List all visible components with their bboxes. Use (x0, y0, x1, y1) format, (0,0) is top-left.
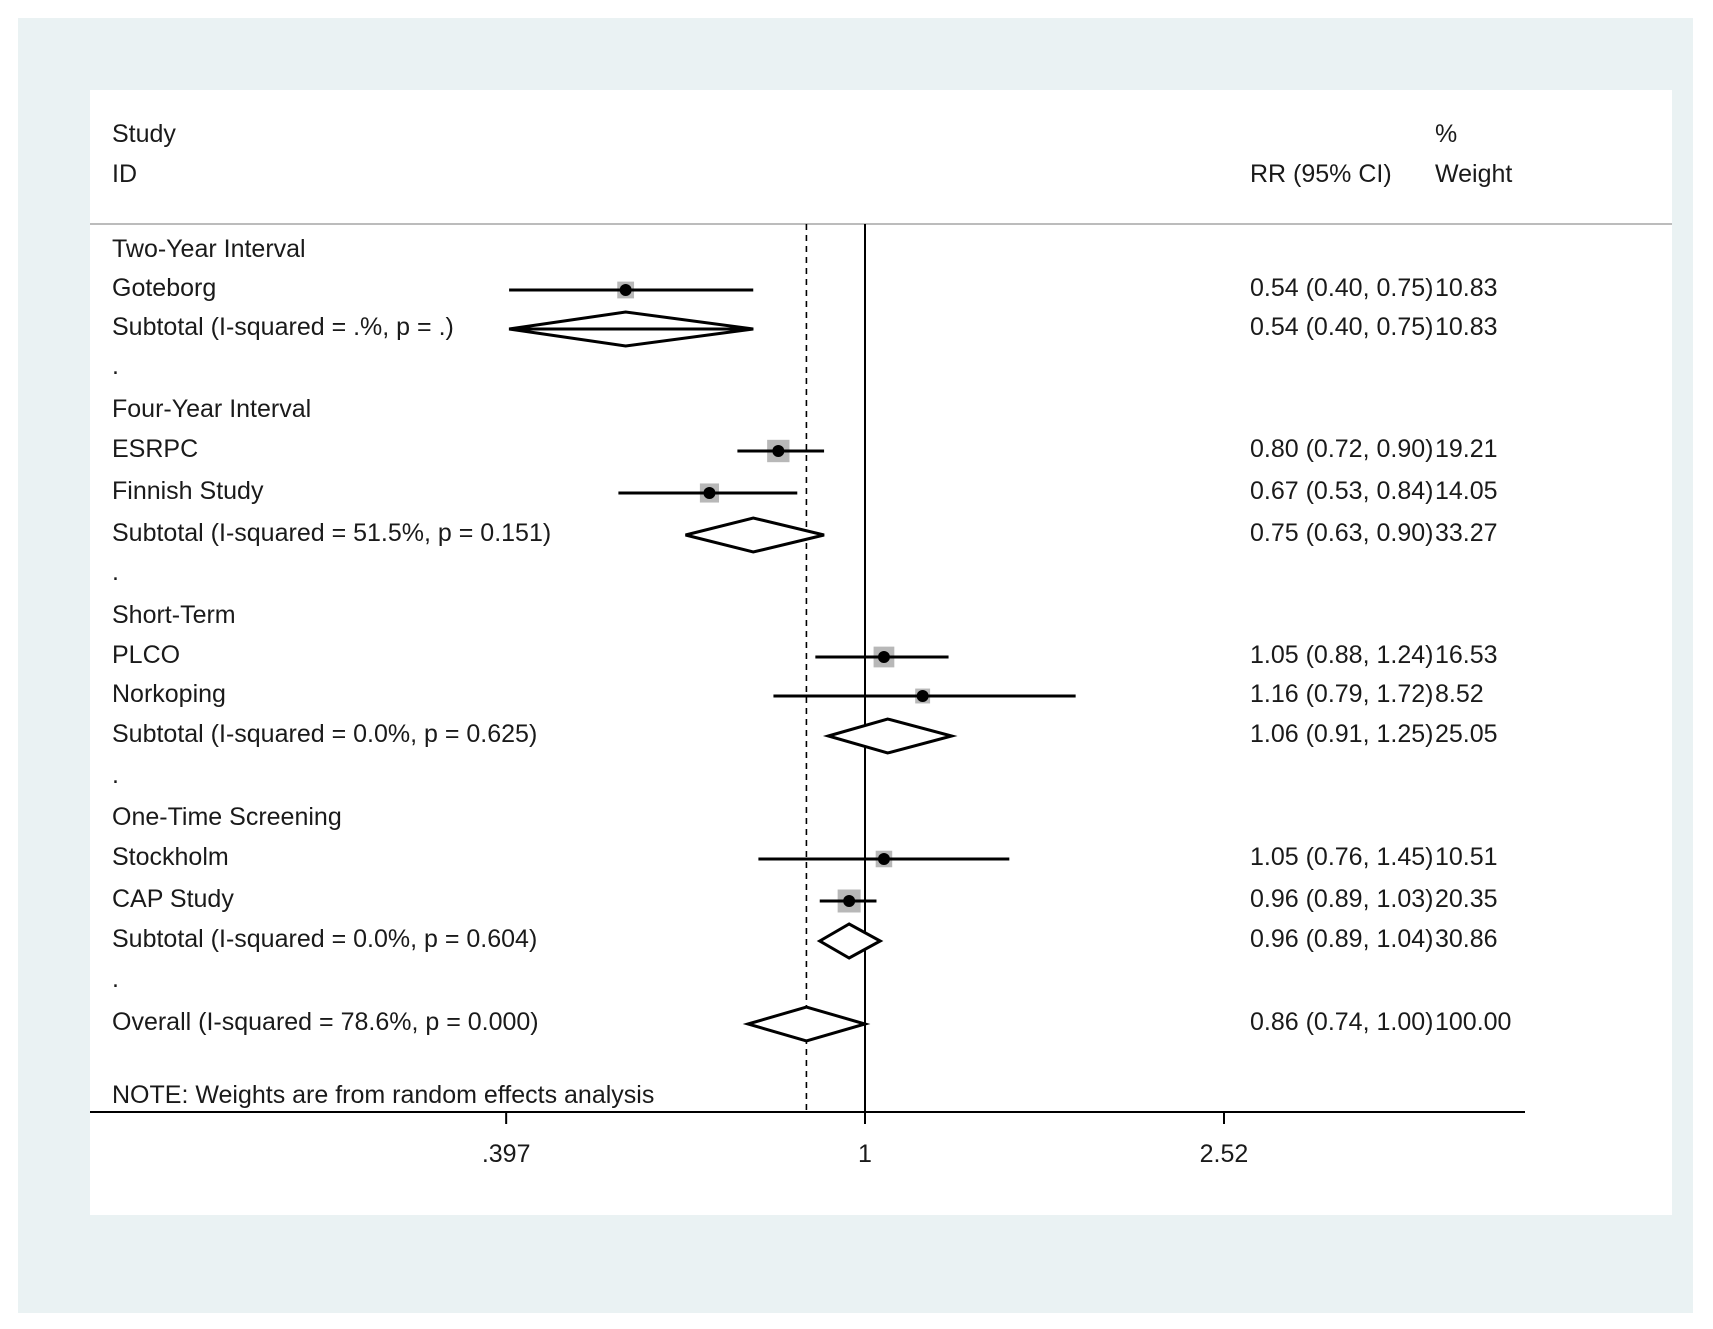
subtotal-diamond (685, 516, 825, 554)
row-effect-text: 1.16 (0.79, 1.72) (1250, 680, 1433, 708)
x-tick-label: 1 (858, 1140, 872, 1168)
row-effect-text: 0.54 (0.40, 0.75) (1250, 274, 1433, 302)
row-label-overall: Overall (I-squared = 78.6%, p = 0.000) (112, 1008, 539, 1036)
point-estimate (703, 487, 716, 499)
row-label-dot: . (112, 352, 119, 380)
row-weight-text: 25.05 (1435, 720, 1498, 748)
row-effect-text: 0.96 (0.89, 1.04) (1250, 925, 1433, 953)
row-label-subtotal: Subtotal (I-squared = 0.0%, p = 0.625) (112, 720, 537, 748)
x-axis: .397 1 2.52 (90, 1111, 1525, 1168)
row-label-subtotal: Subtotal (I-squared = .%, p = .) (112, 313, 454, 341)
row-label-study: Goteborg (112, 274, 216, 302)
row-weight-text: 16.53 (1435, 641, 1498, 669)
x-tick-label: 2.52 (1200, 1140, 1249, 1168)
row-weight-text: 33.27 (1435, 519, 1498, 547)
row-label-study: CAP Study (112, 885, 234, 913)
point-estimate (843, 895, 856, 907)
plot-marks (508, 224, 1076, 1112)
row-weight-text: 100.00 (1435, 1008, 1511, 1036)
forest-plot: Study ID RR (95% CI) % Weight Two-Year I… (90, 120, 1672, 1168)
row-label-group: Four-Year Interval (112, 395, 311, 423)
header: Study ID RR (95% CI) % Weight (112, 120, 1512, 188)
overall-diamond (742, 1005, 871, 1043)
note-text: NOTE: Weights are from random effects an… (112, 1081, 654, 1109)
row-weight-text: 8.52 (1435, 680, 1484, 708)
header-id-label: ID (112, 160, 137, 188)
row-label-group: Short-Term (112, 601, 236, 629)
row-effect-text: 0.96 (0.89, 1.03) (1250, 885, 1433, 913)
row-weight-text: 10.51 (1435, 843, 1498, 871)
row-weight-text: 19.21 (1435, 435, 1498, 463)
row-label-study: PLCO (112, 641, 180, 669)
header-weight-label: Weight (1435, 160, 1512, 188)
point-estimate (877, 651, 890, 663)
row-effect-text: 0.54 (0.40, 0.75) (1250, 313, 1433, 341)
point-estimate (916, 690, 929, 702)
header-study-label: Study (112, 120, 176, 148)
row-label-study: Finnish Study (112, 477, 264, 505)
subtotal-diamond (816, 922, 884, 960)
row-effect-text: 1.06 (0.91, 1.25) (1250, 720, 1433, 748)
row-label-study: Norkoping (112, 680, 226, 708)
row-label-dot: . (112, 558, 119, 586)
row-effect-text: 1.05 (0.88, 1.24) (1250, 641, 1433, 669)
row-label-dot: . (112, 965, 119, 993)
row-label-dot: . (112, 761, 119, 789)
row-label-group: One-Time Screening (112, 803, 342, 831)
point-estimate (619, 284, 632, 296)
point-estimate (772, 445, 785, 457)
row-effect-text: 0.80 (0.72, 0.90) (1250, 435, 1433, 463)
row-weight-text: 30.86 (1435, 925, 1498, 953)
row-effect-text: 0.86 (0.74, 1.00) (1250, 1008, 1433, 1036)
x-tick-label: .397 (482, 1140, 531, 1168)
row-label-study: ESRPC (112, 435, 198, 463)
row-effect-text: 1.05 (0.76, 1.45) (1250, 843, 1433, 871)
row-weight-text: 10.83 (1435, 274, 1498, 302)
row-weight-text: 20.35 (1435, 885, 1498, 913)
row-label-subtotal: Subtotal (I-squared = 51.5%, p = 0.151) (112, 519, 551, 547)
row-label-subtotal: Subtotal (I-squared = 0.0%, p = 0.604) (112, 925, 537, 953)
point-estimate (877, 853, 890, 865)
row-label-study: Stockholm (112, 843, 229, 871)
header-effect-label: RR (95% CI) (1250, 160, 1392, 188)
row-effect-text: 0.75 (0.63, 0.90) (1250, 519, 1433, 547)
plot-panel: Study ID RR (95% CI) % Weight Two-Year I… (90, 90, 1672, 1215)
row-weight-text: 10.83 (1435, 313, 1498, 341)
subtotal-diamond (822, 717, 958, 755)
plot-rows: Two-Year Interval Goteborg 0.54 (0.40, 0.7… (112, 235, 1511, 1036)
figure-background: Study ID RR (95% CI) % Weight Two-Year I… (18, 18, 1693, 1313)
header-weight-pct-label: % (1435, 120, 1457, 148)
row-label-group: Two-Year Interval (112, 235, 306, 263)
row-weight-text: 14.05 (1435, 477, 1498, 505)
row-effect-text: 0.67 (0.53, 0.84) (1250, 477, 1433, 505)
